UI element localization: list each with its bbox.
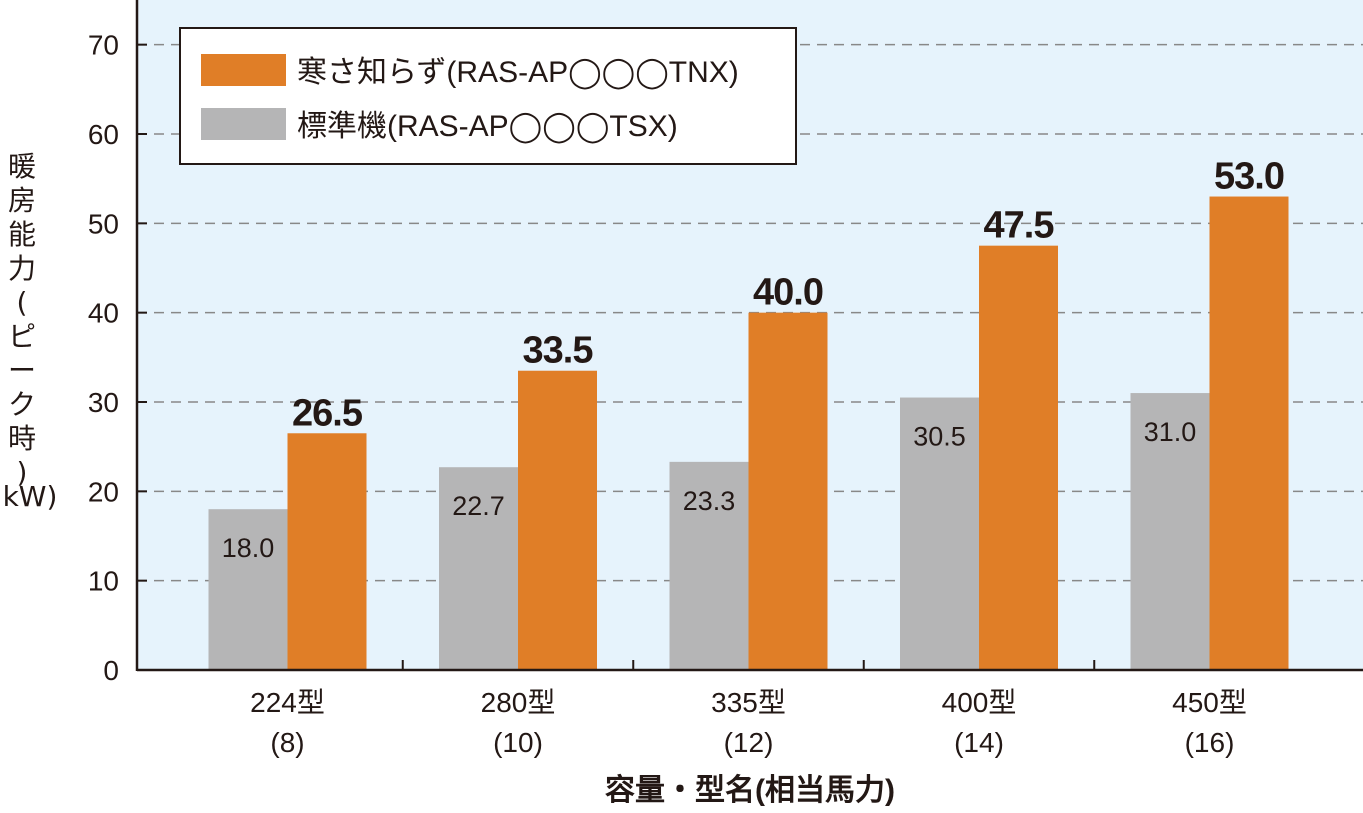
bar-samusa-shirazu bbox=[518, 370, 597, 670]
x-tick-sublabel: (16) bbox=[1185, 727, 1235, 758]
y-tick-labels: 0 10 20 30 40 50 60 70 bbox=[88, 30, 119, 686]
x-tick-labels: 224型 (8) 280型 (10) 335型 (12) 400型 (14) 450型 (16) bbox=[250, 687, 1247, 758]
y-tick-label: 0 bbox=[103, 655, 119, 686]
bar-standard bbox=[900, 397, 979, 670]
y-tick-label: 60 bbox=[88, 119, 119, 150]
x-tick-label: 280型 bbox=[481, 687, 556, 718]
x-tick-sublabel: (12) bbox=[724, 727, 774, 758]
x-tick-label: 400型 bbox=[942, 687, 1017, 718]
data-label-samusa-shirazu: 40.0 bbox=[753, 272, 823, 314]
bar-standard bbox=[669, 461, 749, 670]
y-axis-label-char: 時 bbox=[7, 422, 36, 455]
legend-swatch bbox=[201, 108, 286, 140]
y-axis-label-char: ク bbox=[7, 388, 36, 421]
x-tick-sublabel: (8) bbox=[270, 727, 304, 758]
bar-samusa-shirazu bbox=[748, 312, 828, 670]
bar-samusa-shirazu bbox=[979, 245, 1058, 670]
axes bbox=[135, 0, 1363, 672]
y-tick-label: 20 bbox=[88, 476, 119, 507]
data-label-standard: 22.7 bbox=[452, 491, 505, 521]
y-axis-label-char: 暖 bbox=[7, 150, 36, 183]
y-tick-label: 40 bbox=[88, 298, 119, 329]
y-tick-label: 10 bbox=[88, 566, 119, 597]
legend-label: 寒さ知らず(RAS-AP◯◯◯TNX) bbox=[297, 56, 739, 90]
y-axis-unit: kW) bbox=[2, 480, 58, 513]
x-axis-label: 容量・型名(相当馬力) bbox=[605, 774, 895, 807]
legend-swatch bbox=[201, 54, 286, 86]
y-axis-label-char: ) bbox=[16, 456, 28, 489]
legend-box bbox=[179, 27, 797, 165]
x-tick-sublabel: (10) bbox=[493, 727, 543, 758]
data-label-samusa-shirazu: 53.0 bbox=[1214, 156, 1284, 198]
y-axis-label-char: ( bbox=[16, 286, 28, 319]
y-axis-label-char: 力 bbox=[7, 252, 36, 285]
y-tick-label: 30 bbox=[88, 387, 119, 418]
data-label-standard: 30.5 bbox=[913, 422, 966, 452]
bar-samusa-shirazu bbox=[1209, 196, 1289, 671]
legend: 寒さ知らず(RAS-AP◯◯◯TNX) 標準機(RAS-AP◯◯◯TSX) bbox=[179, 27, 797, 165]
bars bbox=[208, 196, 1289, 671]
data-label-standard: 31.0 bbox=[1144, 417, 1197, 447]
x-tick-label: 335型 bbox=[711, 687, 786, 718]
bar-standard bbox=[439, 467, 518, 670]
y-axis-label-char: ー bbox=[7, 354, 36, 387]
data-label-samusa-shirazu: 33.5 bbox=[523, 330, 594, 372]
data-labels: 18.0 26.5 22.7 33.5 23.3 40.0 30.5 47.5 31.0 53.0 bbox=[222, 156, 1285, 564]
y-axis-label-char: 房 bbox=[7, 184, 36, 217]
y-tick-label: 50 bbox=[88, 208, 119, 239]
x-tick-label: 224型 bbox=[250, 687, 325, 718]
data-label-standard: 23.3 bbox=[683, 486, 736, 516]
x-tick-sublabel: (14) bbox=[954, 727, 1004, 758]
data-label-samusa-shirazu: 26.5 bbox=[292, 392, 363, 434]
data-label-samusa-shirazu: 47.5 bbox=[984, 205, 1055, 247]
bar-standard bbox=[1130, 393, 1210, 670]
bar-standard bbox=[208, 509, 288, 670]
y-axis-label: 暖房能力(ピーク時) bbox=[4, 150, 40, 490]
y-axis-label-char: 能 bbox=[7, 218, 36, 251]
legend-label: 標準機(RAS-AP◯◯◯TSX) bbox=[297, 110, 678, 144]
x-tick-label: 450型 bbox=[1172, 687, 1247, 718]
data-label-standard: 18.0 bbox=[222, 533, 275, 563]
y-axis-label-char: ピ bbox=[7, 320, 36, 353]
bar-samusa-shirazu bbox=[287, 433, 367, 670]
y-tick-label: 70 bbox=[88, 30, 119, 61]
